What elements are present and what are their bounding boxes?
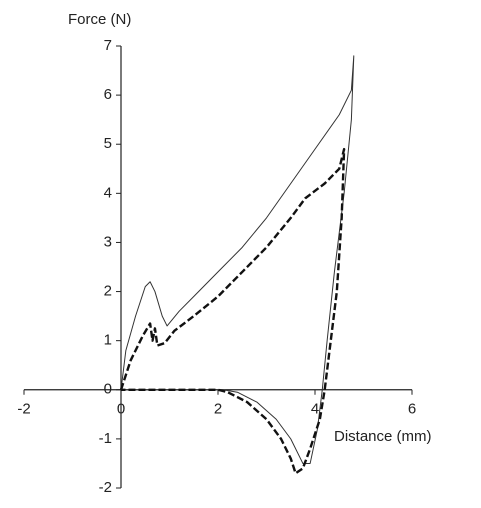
series-line [120, 55, 355, 464]
x-tick-label: 0 [117, 401, 125, 418]
x-tick-label: 4 [311, 401, 319, 418]
y-tick-label: 6 [104, 86, 112, 103]
series-line [119, 147, 346, 475]
y-tick-label: -2 [99, 479, 112, 496]
y-tick-label: 2 [104, 283, 112, 300]
y-tick-label: -1 [99, 430, 112, 447]
x-axis-label: Distance (mm) [334, 428, 432, 445]
y-tick-label: 5 [104, 135, 112, 152]
x-tick-label: 6 [408, 401, 416, 418]
y-axis-label: Force (N) [68, 11, 131, 28]
y-tick-label: 4 [104, 184, 112, 201]
x-tick-label: -2 [17, 401, 30, 418]
y-tick-label: 3 [104, 233, 112, 250]
y-tick-label: 7 [104, 37, 112, 54]
x-tick-label: 2 [214, 401, 222, 418]
y-tick-label: 0 [104, 381, 112, 398]
y-tick-label: 1 [104, 332, 112, 349]
